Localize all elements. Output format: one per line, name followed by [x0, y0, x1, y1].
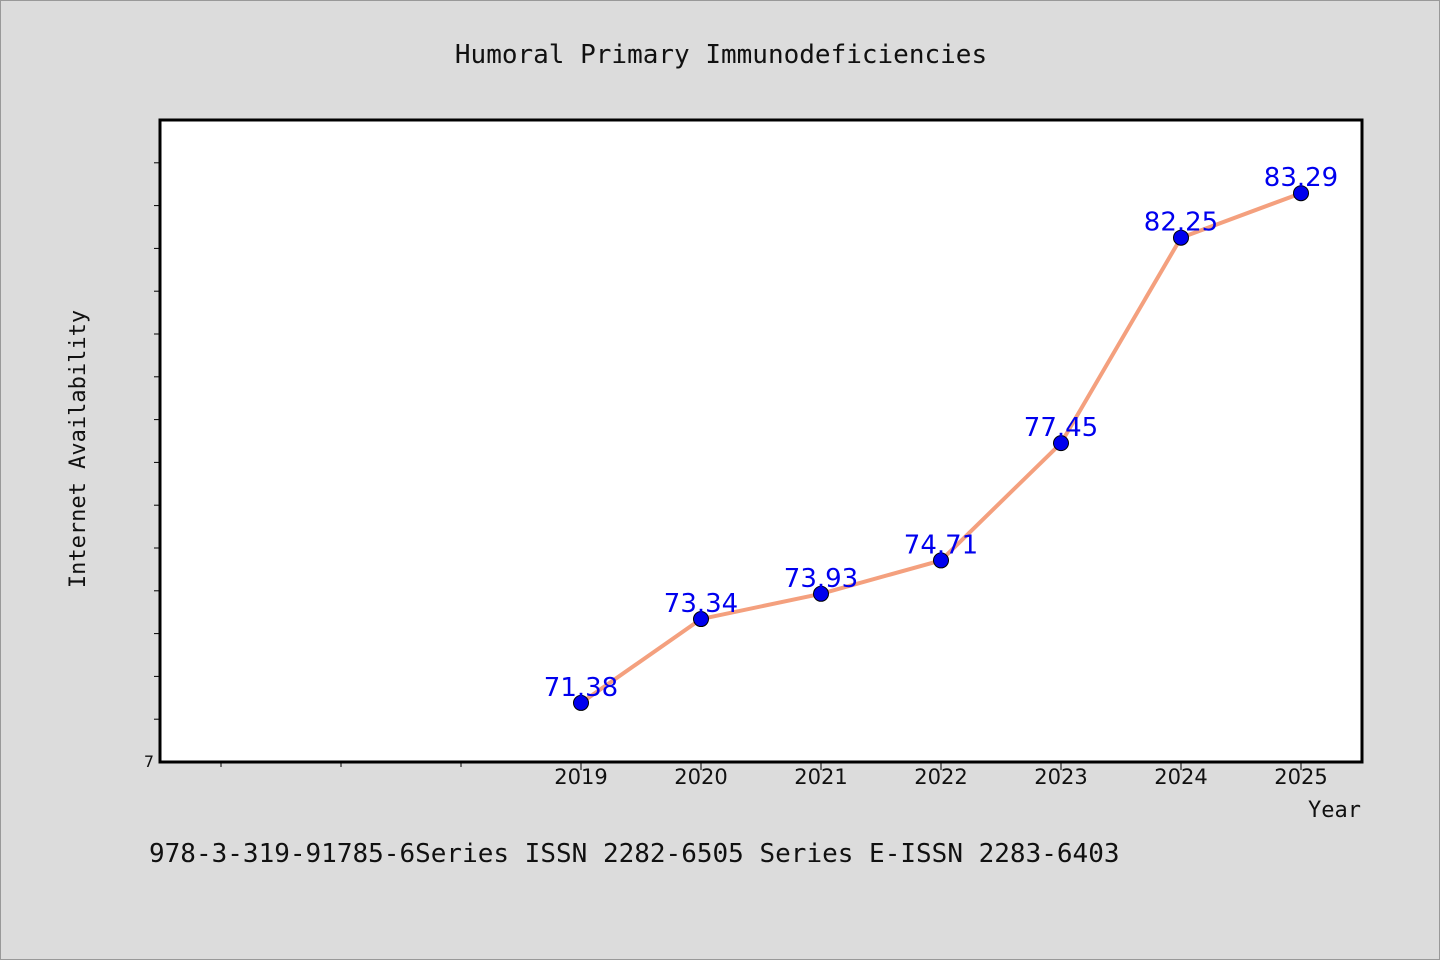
data-point-marker	[933, 552, 949, 569]
data-point-marker	[1173, 229, 1189, 246]
data-point-marker	[1293, 185, 1309, 202]
y-axis-label: Internet Availability	[66, 310, 91, 588]
y-axis-tick-labels: 7	[144, 752, 154, 771]
x-axis-tick-labels: 2019 2020 2021 2022 2023 2024 2025	[554, 765, 1327, 789]
data-point-marker	[1053, 435, 1069, 452]
series-markers	[573, 185, 1309, 711]
data-label: 73.93	[784, 564, 858, 594]
data-point-marker	[813, 585, 829, 602]
data-labels: 71.38 73.34 73.93 74.71 77.45 82.25 83.29	[544, 163, 1338, 703]
footer-isbn-issn-text: 978-3-319-91785-6Series ISSN 2282-6505 S…	[149, 839, 1120, 869]
data-label: 74.71	[904, 530, 978, 560]
x-tick-label: 2019	[554, 765, 607, 789]
data-label: 71.38	[544, 673, 618, 703]
data-label: 73.34	[664, 589, 738, 619]
data-label: 83.29	[1264, 163, 1338, 193]
data-label: 77.45	[1024, 413, 1098, 443]
x-tick-label: 2023	[1034, 765, 1087, 789]
x-axis-label: Year	[1308, 798, 1361, 823]
x-tick-label: 2024	[1154, 765, 1207, 789]
x-tick-label: 2020	[674, 765, 727, 789]
x-tick-label: 2025	[1274, 765, 1327, 789]
data-label: 82.25	[1144, 208, 1218, 238]
chart-title: Humoral Primary Immunodeficiencies	[455, 40, 987, 70]
data-point-marker	[693, 611, 709, 628]
y-tick-label: 7	[144, 752, 154, 771]
x-tick-label: 2021	[794, 765, 847, 789]
y-axis-ticks	[154, 162, 160, 720]
x-tick-label: 2022	[914, 765, 967, 789]
x-axis-ticks	[220, 762, 1302, 770]
data-point-marker	[573, 694, 589, 711]
plot-area	[158, 118, 1364, 764]
